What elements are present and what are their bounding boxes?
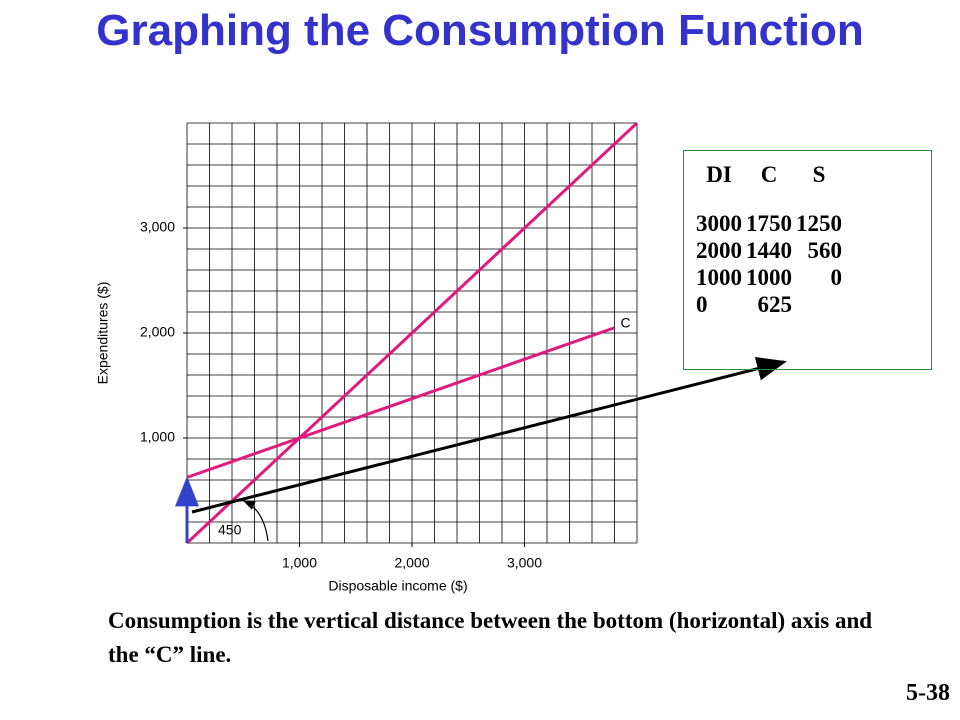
header-cell: C (760, 162, 778, 187)
header-cell: DI (706, 162, 732, 187)
y-axis-label: Expenditures ($) (95, 282, 111, 385)
pointer-arrow (191, 356, 787, 514)
table-cell: 1000 (746, 265, 792, 290)
table-cell: 1440 (746, 238, 792, 263)
x-axis-label: Disposable income ($) (328, 578, 467, 594)
y-tick-label: 3,000 (140, 219, 175, 235)
series-line (185, 121, 639, 545)
table-row: 3000 1750 1250 (696, 210, 846, 237)
table-header: DI C S (696, 161, 846, 210)
y-tick-label: 2,000 (140, 324, 175, 340)
table-row: 0 625 (696, 291, 846, 318)
table-cell: 0 (830, 265, 843, 290)
table-cell: 1250 (796, 211, 842, 236)
angle-label: 450 (218, 522, 242, 538)
x-tick-label: 1,000 (282, 555, 317, 571)
line-label: C (621, 314, 631, 330)
table-cell: 2000 (696, 238, 742, 263)
slide-title: Graphing the Consumption Function (96, 6, 864, 55)
header-cell: S (812, 162, 826, 187)
data-table: DI C S 3000 1750 1250 2000 1440 560 1000 1000 0 0… (696, 161, 846, 318)
table-cell: 3000 (696, 211, 742, 236)
table-cell: 0 (696, 292, 708, 317)
x-tick-label: 2,000 (394, 555, 429, 571)
table-cell (796, 291, 846, 318)
y-tick-label: 1,000 (140, 429, 175, 445)
slide-number: 5-38 (906, 680, 950, 706)
table-row: 1000 1000 0 (696, 264, 846, 291)
table-cell: 625 (757, 292, 793, 317)
data-table-box: DI C S 3000 1750 1250 2000 1440 560 1000 1000 0 0… (683, 150, 932, 370)
caption: Consumption is the vertical distance bet… (108, 608, 873, 667)
table-cell: 1750 (746, 211, 792, 236)
series-line (186, 326, 615, 479)
table-cell: 1000 (696, 265, 742, 290)
x-tick-label: 3,000 (507, 555, 542, 571)
table-cell: 560 (807, 238, 843, 263)
angle-arc (242, 500, 269, 542)
table-row: 2000 1440 560 (696, 237, 846, 264)
